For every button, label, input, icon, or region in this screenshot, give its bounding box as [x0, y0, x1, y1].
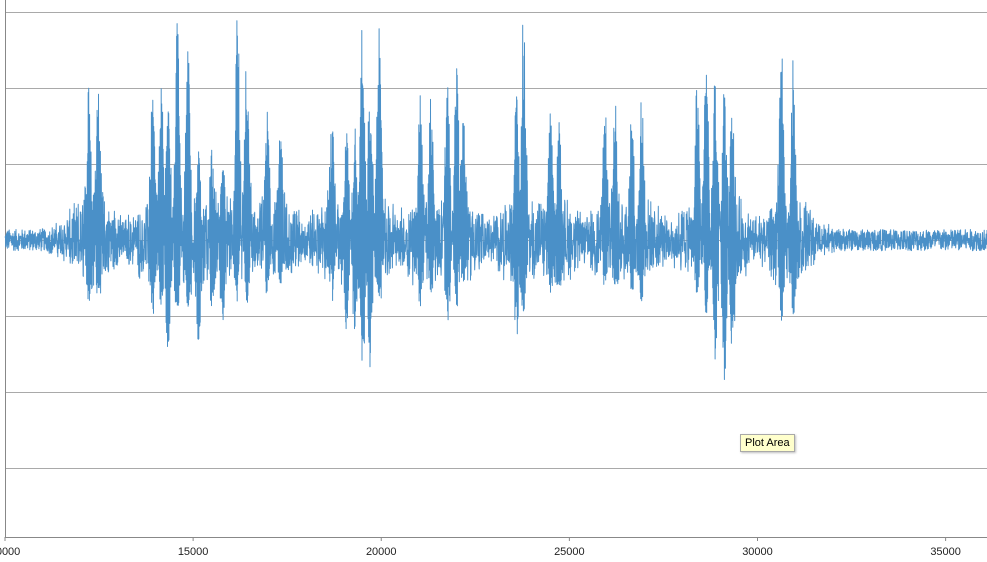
- plot-area-tooltip: Plot Area: [740, 434, 795, 452]
- series-line: [4, 20, 987, 380]
- x-tick-label: 25000: [554, 546, 585, 558]
- x-tick-label: 30000: [742, 546, 773, 558]
- x-tick-label: 35000: [930, 546, 961, 558]
- x-tick-label: 15000: [178, 546, 209, 558]
- x-tick-label: 20000: [366, 546, 397, 558]
- x-axis-ticks: 10000 15000 20000 25000 30000 35000: [0, 537, 961, 558]
- x-tick-label: 10000: [0, 546, 20, 558]
